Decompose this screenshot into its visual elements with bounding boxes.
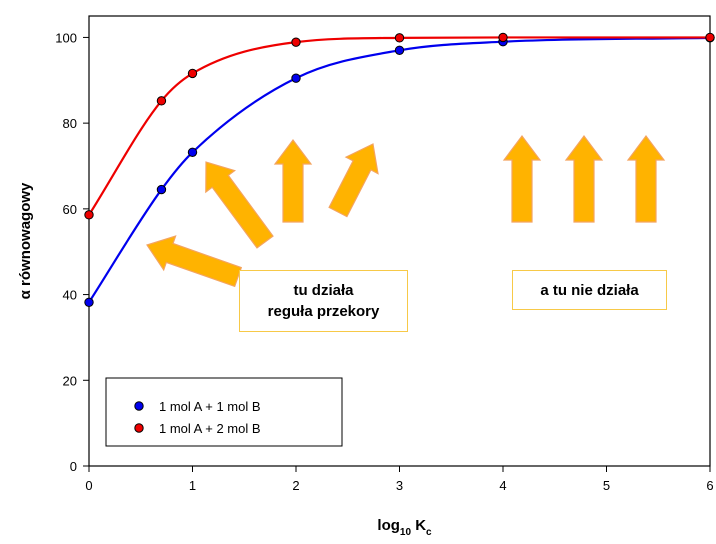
annotation-line: reguła przekory	[267, 303, 380, 320]
y-tick-label: 40	[63, 288, 77, 303]
y-tick-label: 0	[70, 459, 77, 474]
annotation-line: a tu nie działa	[540, 281, 639, 299]
y-tick-label: 80	[63, 116, 77, 131]
data-point-series-1	[84, 297, 94, 307]
arrow-icon	[626, 135, 666, 223]
arrow-icon	[564, 135, 604, 223]
arrow-icon	[146, 235, 243, 288]
arrow-icon	[205, 161, 274, 249]
y-tick-label: 100	[55, 30, 77, 45]
x-tick-label: 0	[85, 478, 92, 493]
y-axis-title: α równowagowy	[17, 182, 34, 299]
legend-marker	[134, 401, 144, 411]
arrow-icon	[273, 139, 313, 223]
x-tick-label: 1	[189, 478, 196, 493]
data-point-series-1	[187, 147, 198, 157]
arrow-layer	[146, 135, 666, 288]
data-point-series-1	[156, 184, 167, 195]
x-tick-label: 4	[499, 478, 506, 493]
annotation-box-not-applies: a tu nie działa	[512, 270, 667, 310]
legend-label: 1 mol A + 1 mol B	[159, 399, 261, 414]
data-point-series-2	[187, 68, 198, 79]
x-tick-label: 3	[396, 478, 403, 493]
data-point-series-2	[394, 33, 405, 43]
arrow-icon	[328, 143, 379, 218]
y-tick-label: 20	[63, 373, 77, 388]
annotation-line: tu działa	[293, 282, 354, 299]
data-point-series-2	[498, 32, 508, 43]
legend-box	[105, 377, 343, 447]
annotation-box-applies: tu działa reguła przekory	[239, 270, 408, 332]
data-point-series-2	[156, 96, 167, 106]
legend-label: 1 mol A + 2 mol B	[159, 421, 261, 436]
x-axis: 0 1 2 3 4 5 6	[85, 466, 714, 493]
data-point-series-1	[291, 73, 301, 83]
y-tick-label: 60	[63, 202, 77, 217]
x-axis-title: log10 Kc	[377, 517, 432, 538]
legend-marker	[134, 423, 144, 433]
data-point-series-2	[84, 210, 94, 220]
x-tick-label: 2	[292, 478, 299, 493]
data-point-series-2	[291, 37, 301, 47]
arrow-icon	[502, 135, 542, 223]
x-tick-label: 5	[603, 478, 610, 493]
legend: 1 mol A + 1 mol B 1 mol A + 2 mol B	[105, 377, 343, 447]
data-point-series-1	[394, 45, 405, 55]
data-point-series-2	[705, 32, 715, 43]
y-axis: 0 20 40 60 80 100	[55, 30, 89, 474]
x-tick-label: 6	[706, 478, 713, 493]
series-line-2	[88, 36, 710, 216]
